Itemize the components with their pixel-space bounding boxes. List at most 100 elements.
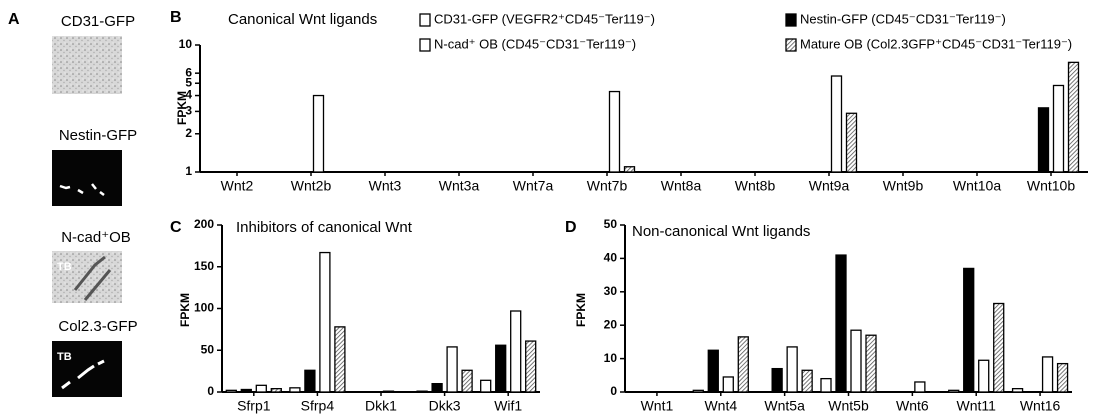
bar — [240, 388, 252, 393]
bar — [737, 336, 749, 393]
x-tick-label: Wnt3a — [439, 178, 480, 194]
x-tick-label: Wnt5b — [828, 398, 869, 414]
bar — [312, 94, 325, 173]
bar — [1037, 107, 1050, 173]
y-tick-label: 150 — [194, 259, 214, 273]
bar — [914, 381, 926, 393]
image-inset: TB — [57, 351, 72, 363]
bar — [722, 376, 734, 393]
micrograph — [52, 36, 122, 94]
chart-title: Inhibitors of canonical Wnt — [236, 219, 413, 236]
y-tick-label: 50 — [201, 342, 215, 356]
bar — [786, 346, 798, 393]
legend-label: N-cad⁺ OB (CD45⁻CD31⁻Ter119⁻) — [434, 36, 636, 51]
micrograph-signal — [61, 359, 105, 390]
x-tick-label: Wnt10b — [1027, 178, 1075, 194]
y-tick-label: 5 — [185, 75, 192, 89]
bar — [225, 389, 237, 393]
bar — [416, 390, 428, 393]
y-tick-label: 50 — [604, 217, 618, 231]
bar — [1056, 362, 1069, 393]
bar — [963, 267, 975, 393]
bar — [830, 75, 843, 173]
x-tick-label: Sfrp4 — [301, 398, 335, 414]
y-tick-label: 2 — [185, 126, 192, 140]
panel-letter: A — [8, 11, 20, 28]
legend-label: Mature OB (Col2.3GFP⁺CD45⁻CD31⁻Ter119⁻) — [800, 36, 1072, 51]
legend-label: CD31-GFP (VEGFR2⁺CD45⁻Ter119⁻) — [434, 11, 655, 26]
x-tick-label: Wnt9b — [883, 178, 924, 194]
bar — [707, 349, 719, 393]
y-axis-label: FPKM — [574, 293, 588, 327]
legend-label: Nestin-GFP (CD45⁻CD31⁻Ter119⁻) — [800, 11, 1006, 26]
bar — [865, 334, 877, 393]
y-tick-label: 1 — [185, 164, 192, 178]
bar — [978, 359, 990, 393]
y-tick-label: 40 — [604, 251, 618, 265]
bar — [1052, 84, 1065, 173]
bar — [510, 310, 522, 393]
x-tick-label: Wnt11 — [956, 398, 996, 414]
x-tick-label: Wif1 — [494, 398, 522, 414]
bar — [382, 390, 395, 393]
x-tick-label: Wnt1 — [641, 398, 674, 414]
micrograph — [52, 150, 122, 206]
bar — [820, 377, 832, 393]
bar — [461, 369, 473, 393]
x-tick-label: Wnt10a — [953, 178, 1001, 194]
bar — [304, 369, 316, 393]
x-tick-label: Wnt8a — [661, 178, 702, 194]
chart-title: Canonical Wnt ligands — [228, 11, 377, 28]
legend-swatch — [419, 13, 431, 27]
bar — [289, 387, 301, 393]
y-tick-label: 4 — [185, 88, 192, 102]
x-tick-label: Wnt4 — [704, 398, 737, 414]
x-tick-label: Wnt16 — [1020, 398, 1061, 414]
x-tick-label: Wnt2b — [291, 178, 332, 194]
bar — [623, 166, 636, 173]
image-caption: Nestin-GFP — [59, 127, 137, 144]
y-tick-label: 100 — [194, 301, 214, 315]
bar — [948, 389, 960, 393]
chart-title: Non-canonical Wnt ligands — [632, 223, 810, 240]
x-tick-label: Wnt8b — [735, 178, 776, 194]
image-inset: TB — [57, 261, 72, 273]
bar — [1011, 388, 1024, 393]
bar — [255, 384, 267, 393]
bar — [835, 254, 847, 393]
micrograph-signal — [73, 255, 112, 301]
x-tick-label: Wnt6 — [896, 398, 929, 414]
legend-swatch — [419, 38, 431, 52]
panel-letter: B — [170, 9, 182, 26]
y-tick-label: 200 — [194, 217, 214, 231]
bar — [334, 326, 346, 393]
y-tick-label: 30 — [604, 284, 618, 298]
bar — [608, 90, 621, 173]
x-tick-label: Wnt5a — [764, 398, 805, 414]
bar — [525, 340, 537, 393]
bar — [845, 112, 858, 173]
image-caption: CD31-GFP — [61, 13, 135, 30]
bar — [431, 382, 443, 393]
bar — [319, 251, 331, 393]
legend-swatch — [785, 13, 797, 27]
x-tick-label: Dkk1 — [365, 398, 397, 414]
y-tick-label: 0 — [610, 384, 617, 398]
x-tick-label: Wnt7b — [587, 178, 628, 194]
y-axis-label: FPKM — [175, 91, 189, 125]
y-tick-label: 6 — [185, 65, 192, 79]
x-tick-label: Wnt2 — [221, 178, 254, 194]
y-tick-label: 10 — [604, 351, 618, 365]
bar — [1041, 356, 1054, 393]
x-tick-label: Dkk3 — [429, 398, 461, 414]
x-tick-label: Wnt7a — [513, 178, 554, 194]
y-tick-label: 20 — [604, 317, 618, 331]
x-tick-label: Wnt3 — [369, 178, 402, 194]
x-tick-label: Wnt9a — [809, 178, 850, 194]
bar — [270, 388, 282, 393]
y-tick-label: 0 — [207, 384, 214, 398]
bar — [801, 369, 813, 393]
y-tick-label: 3 — [185, 104, 192, 118]
bar — [993, 302, 1005, 393]
